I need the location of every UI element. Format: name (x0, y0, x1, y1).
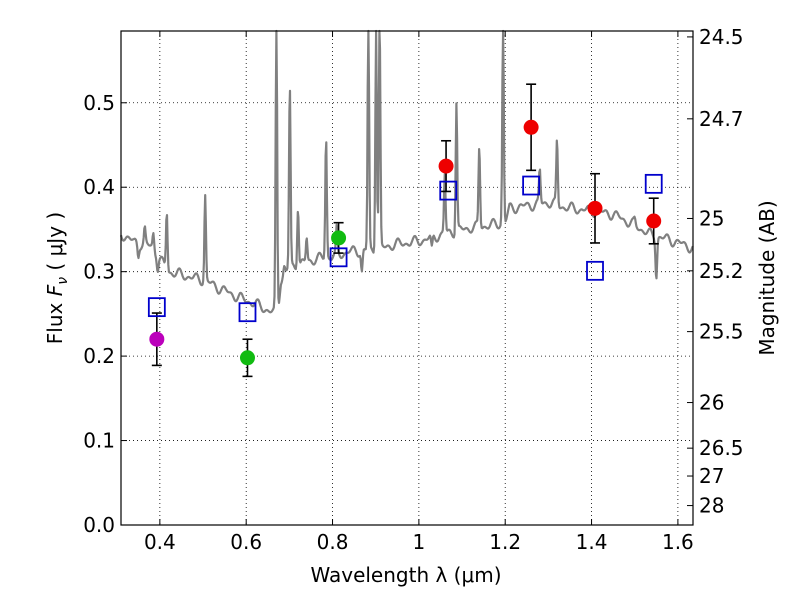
y-axis-label-symbol: F (43, 284, 67, 296)
model-square-marker (522, 175, 541, 196)
x-tick-label: 0.6 (230, 530, 262, 554)
y2-tick-label: 28 (699, 494, 724, 518)
spectrum-line (119, 29, 694, 314)
y-tick-label: 0.2 (83, 344, 115, 368)
model-square-marker (644, 173, 663, 194)
y-axis-label: Flux Fν ( μJy ) (43, 212, 71, 344)
model-square-marker (439, 180, 458, 201)
y2-tick-label: 25.5 (699, 320, 744, 344)
y2-tick-label: 27 (699, 464, 724, 488)
y2-tick-label: 24.7 (699, 107, 744, 131)
model-square-marker (329, 247, 348, 268)
y2-tick-label: 25.2 (699, 259, 744, 283)
error-bars (151, 83, 659, 378)
x-tick-label: 1.4 (576, 530, 608, 554)
observed-circle-marker (587, 200, 603, 216)
observed-circle-marker (646, 213, 662, 229)
y2-axis-label: Magnitude (AB) (755, 200, 779, 355)
y-tick-label: 0.0 (83, 513, 115, 537)
x-tick-label: 1.2 (489, 530, 521, 554)
observed-circle-marker (438, 158, 454, 174)
tick-marks (121, 31, 693, 526)
model-square-marker (238, 302, 257, 323)
observed-circle-marker (239, 350, 255, 366)
observed-circle-marker (523, 119, 539, 135)
y2-tick-label: 25 (699, 206, 724, 230)
spectrum-layer (119, 29, 694, 314)
y-axis-label-suffix: ( μJy ) (43, 212, 67, 277)
x-tick-label: 0.8 (317, 530, 349, 554)
x-tick-label: 1 (413, 530, 426, 554)
tick-labels: 0.4 0.6 0.8 1 1.2 1.4 1.6 0.0 0.1 0.2 0.3 0.4 0.5 24.… (83, 25, 743, 554)
y-tick-label: 0.1 (83, 429, 115, 453)
y2-tick-label: 24.5 (699, 25, 744, 49)
y-tick-label: 0.5 (83, 91, 115, 115)
model-square-marker (586, 260, 604, 281)
y-tick-label: 0.3 (83, 260, 115, 284)
x-tick-label: 0.4 (144, 530, 176, 554)
x-axis-label: Wavelength λ (μm) (310, 563, 501, 587)
y2-tick-label: 26.5 (699, 436, 744, 460)
model-square-marker (147, 297, 166, 318)
plot-frame (120, 30, 694, 526)
observed-circle-marker (149, 331, 165, 347)
y-axis-label-prefix: Flux (43, 296, 67, 344)
x-tick-label: 1.6 (662, 530, 694, 554)
y-tick-label: 0.4 (83, 175, 115, 199)
observed-circle-marker (331, 230, 347, 246)
y-axis-label-subscript: ν (55, 277, 71, 285)
data-markers (147, 119, 663, 366)
y2-tick-label: 26 (699, 391, 724, 415)
